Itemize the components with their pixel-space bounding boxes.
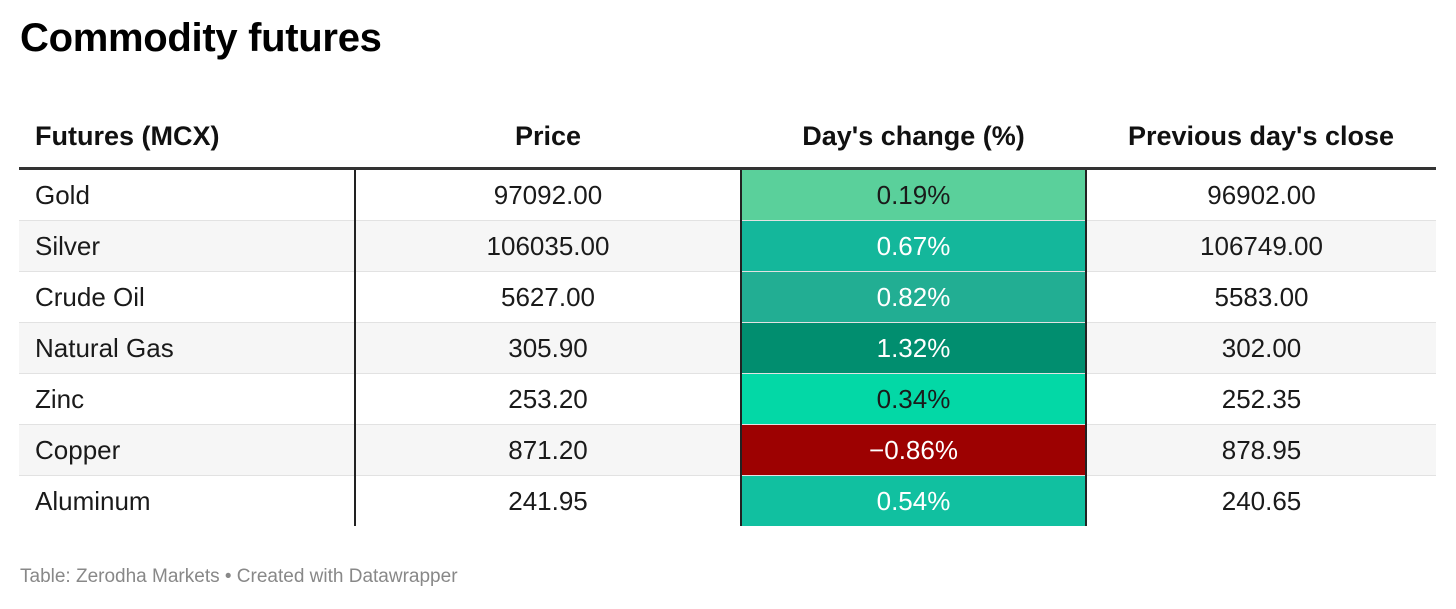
price-cell: 5627.00 [354, 271, 741, 323]
price-cell: 97092.00 [354, 168, 741, 221]
futures-name-cell: Zinc [19, 373, 355, 425]
column-header-previous-close[interactable]: Previous day's close [1086, 105, 1436, 170]
table-row: Silver 106035.00 0.67% 106749.00 [19, 220, 1436, 272]
column-header-price[interactable]: Price [355, 105, 741, 170]
price-cell: 305.90 [354, 322, 741, 374]
table-row: Zinc 253.20 0.34% 252.35 [19, 373, 1436, 425]
price-cell: 241.95 [354, 475, 741, 526]
column-header-change[interactable]: Day's change (%) [741, 105, 1086, 170]
previous-close-cell: 5583.00 [1086, 271, 1436, 323]
futures-name-cell: Crude Oil [19, 271, 355, 323]
change-cell: 0.34% [740, 373, 1087, 425]
futures-name-cell: Copper [19, 424, 355, 476]
change-cell: −0.86% [740, 424, 1087, 476]
change-cell: 0.82% [740, 271, 1087, 323]
price-cell: 253.20 [354, 373, 741, 425]
change-cell: 1.32% [740, 322, 1087, 374]
page-title: Commodity futures [20, 16, 382, 60]
table-row: Aluminum 241.95 0.54% 240.65 [19, 475, 1436, 526]
previous-close-cell: 96902.00 [1086, 168, 1436, 221]
column-header-futures[interactable]: Futures (MCX) [19, 105, 355, 170]
table-row: Copper 871.20 −0.86% 878.95 [19, 424, 1436, 476]
change-cell: 0.19% [740, 168, 1087, 221]
futures-name-cell: Silver [19, 220, 355, 272]
previous-close-cell: 240.65 [1221, 485, 1302, 516]
change-cell: 0.67% [740, 220, 1087, 272]
previous-close-cell: 878.95 [1086, 424, 1436, 476]
price-cell: 106035.00 [354, 220, 741, 272]
table-row: Gold 97092.00 0.19% 96902.00 [19, 168, 1436, 221]
commodity-table: Futures (MCX) Price Day's change (%) Pre… [19, 105, 1436, 526]
source-footer: Table: Zerodha Markets • Created with Da… [20, 566, 458, 587]
previous-close-cell: 106749.00 [1086, 220, 1436, 272]
table-row: Natural Gas 305.90 1.32% 302.00 [19, 322, 1436, 374]
futures-name-cell: Gold [19, 168, 355, 221]
previous-close-cell: 252.35 [1086, 373, 1436, 425]
futures-name-cell: Natural Gas [19, 322, 355, 374]
price-cell: 871.20 [354, 424, 741, 476]
table-row: Crude Oil 5627.00 0.82% 5583.00 [19, 271, 1436, 323]
table-header-row: Futures (MCX) Price Day's change (%) Pre… [19, 105, 1436, 170]
change-cell: 0.54% [740, 475, 1087, 526]
futures-name-cell: Aluminum [35, 485, 151, 516]
previous-close-cell: 302.00 [1086, 322, 1436, 374]
